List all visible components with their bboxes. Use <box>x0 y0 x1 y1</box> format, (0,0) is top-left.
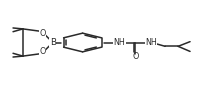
Text: O: O <box>40 47 46 56</box>
Text: B: B <box>50 38 56 47</box>
Text: NH: NH <box>145 38 157 47</box>
Text: O: O <box>40 29 46 38</box>
Text: NH: NH <box>113 38 125 47</box>
Text: O: O <box>132 52 139 61</box>
